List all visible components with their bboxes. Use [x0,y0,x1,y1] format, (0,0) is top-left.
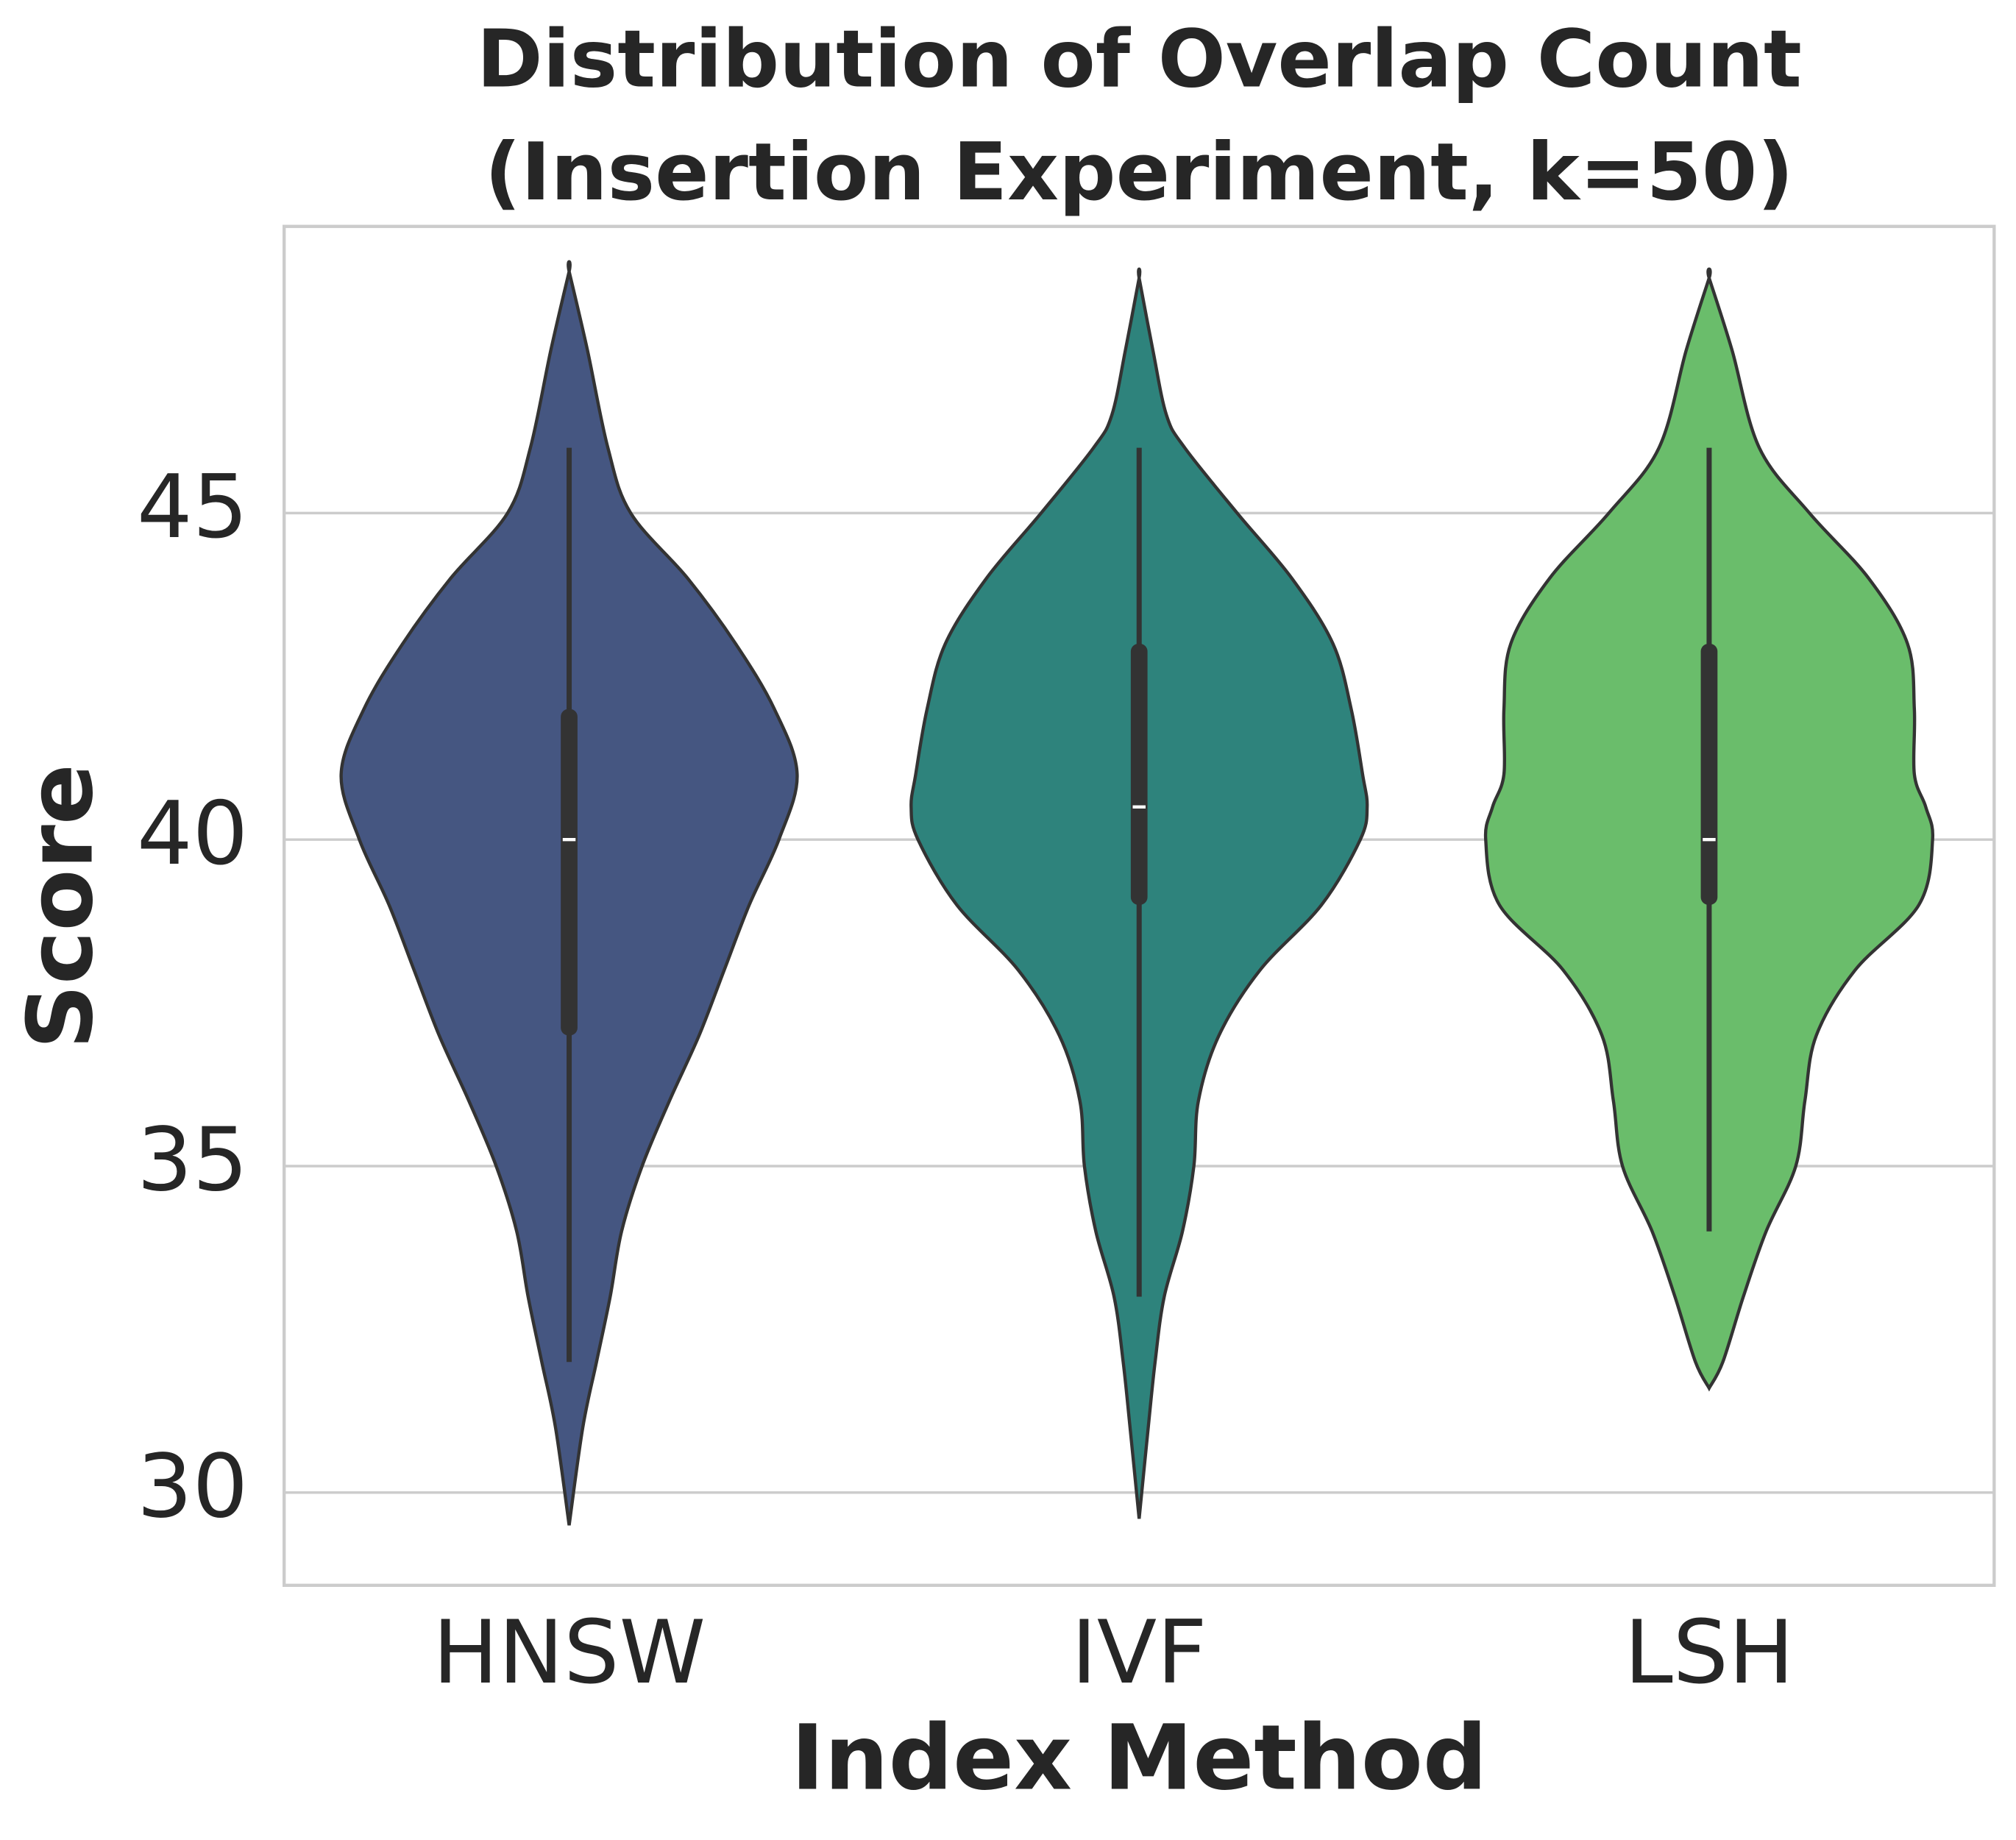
iqr-box [561,708,578,1036]
iqr-box [1700,643,1718,905]
y-tick-label: 30 [137,1436,248,1538]
chart-title: (Insertion Experiment, k=50) [485,125,1794,219]
iqr-box [1130,643,1148,905]
y-tick-label: 35 [137,1110,248,1212]
plot-frame [283,224,1996,1587]
x-tick-label: IVF [1071,1602,1207,1704]
y-axis-label: Score [8,764,113,1049]
x-tick-label: HNSW [433,1602,706,1704]
x-axis-label: Index Method [791,1705,1487,1810]
y-tick-label: 40 [137,784,248,885]
x-tick-label: LSH [1624,1602,1794,1704]
y-tick-label: 45 [137,457,248,558]
chart-title: Distribution of Overlap Count [477,12,1802,105]
